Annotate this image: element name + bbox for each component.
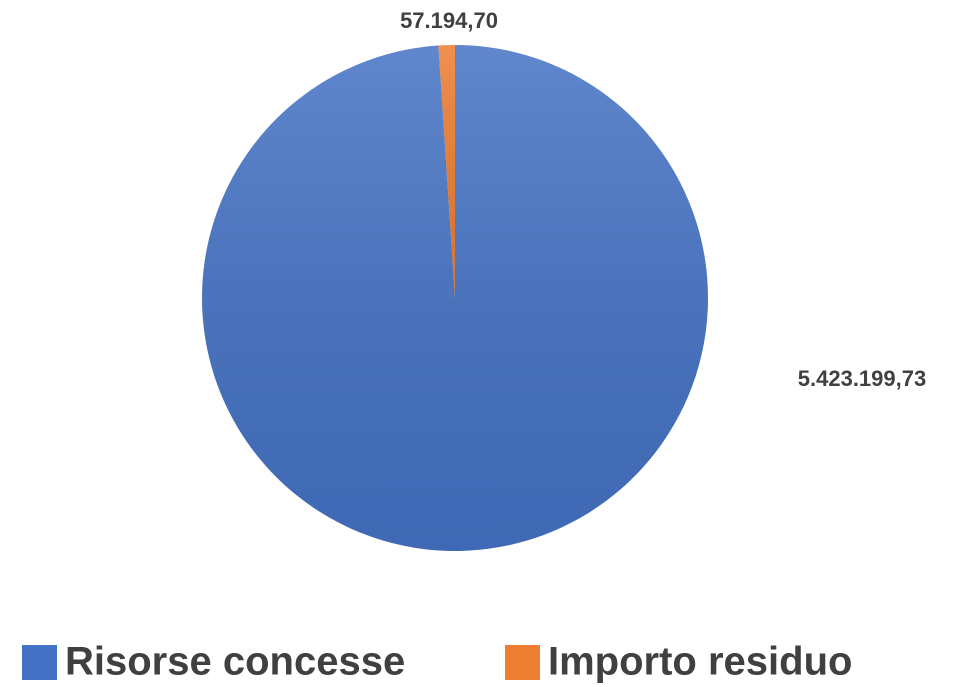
- legend-swatch: [22, 645, 57, 680]
- slice-shade: [201, 45, 708, 551]
- legend-label: Importo residuo: [548, 640, 852, 684]
- data-label: 5.423.199,73: [798, 366, 926, 391]
- legend-label: Risorse concesse: [65, 640, 405, 684]
- legend-swatch: [505, 645, 540, 680]
- slice-shade: [438, 45, 455, 298]
- data-label: 57.194,70: [400, 8, 498, 33]
